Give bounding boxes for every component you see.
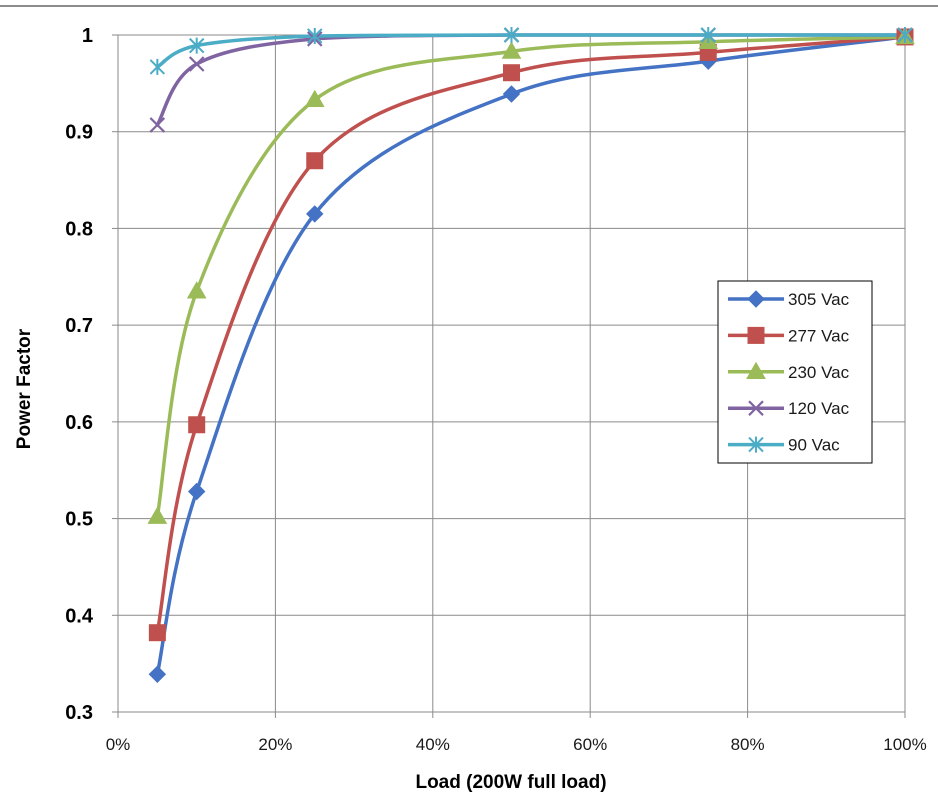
x-tick-label: 60%	[573, 735, 607, 754]
legend-marker	[747, 326, 765, 344]
data-point-marker	[503, 27, 520, 43]
data-point-marker	[147, 506, 168, 524]
x-tick-labels: 0% 20% 40% 60% 80% 100%	[106, 735, 927, 754]
data-point-marker	[149, 58, 166, 75]
x-tick-label: 0%	[106, 735, 131, 754]
y-tick-label: 0.4	[65, 605, 94, 627]
y-axis-title: Power Factor	[14, 328, 35, 449]
series-line-4	[155, 33, 907, 69]
data-point-marker	[188, 37, 205, 54]
data-point-marker	[188, 416, 206, 434]
y-tick-label: 1	[82, 25, 93, 47]
y-tick-label: 0.6	[65, 412, 93, 434]
data-point-marker	[503, 64, 520, 82]
legend-label: 90 Vac	[788, 436, 840, 455]
data-point-marker	[188, 56, 205, 72]
legend-label: 277 Vac	[788, 326, 850, 345]
legend-label: 120 Vac	[788, 399, 850, 418]
x-tick-label: 20%	[258, 735, 292, 754]
legend-label: 230 Vac	[788, 363, 850, 382]
series-line-2	[155, 35, 907, 519]
y-tick-label: 0.7	[65, 315, 93, 337]
y-tick-label: 0.9	[65, 122, 93, 144]
data-point-marker	[306, 152, 324, 170]
data-point-marker	[186, 281, 207, 299]
x-tick-label: 40%	[416, 735, 450, 754]
x-axis-title: Load (200W full load)	[415, 772, 606, 793]
y-tick-label: 0.5	[65, 509, 93, 531]
data-point-marker	[897, 27, 913, 43]
series-markers	[147, 26, 915, 683]
legend-marker	[748, 400, 764, 416]
data-point-marker	[148, 624, 166, 642]
legend-marker	[746, 361, 766, 380]
series-line-1	[155, 35, 907, 635]
x-tick-label: 80%	[731, 735, 765, 754]
y-tick-label: 0.3	[65, 702, 93, 724]
data-point-marker	[149, 117, 166, 133]
data-point-marker	[187, 482, 206, 501]
data-point-marker	[700, 27, 716, 43]
data-point-marker	[502, 85, 521, 103]
data-point-marker	[306, 205, 324, 223]
y-tick-labels: 0.3 0.4 0.5 0.6 0.7 0.8 0.9 1	[65, 25, 94, 724]
data-point-marker	[148, 665, 167, 683]
data-point-marker	[307, 27, 323, 44]
data-point-marker	[304, 89, 325, 108]
y-tick-label: 0.8	[65, 218, 93, 240]
data-point-marker	[501, 41, 522, 59]
legend-label: 305 Vac	[788, 290, 850, 309]
legend-marker	[747, 290, 765, 308]
x-tick-label: 100%	[883, 735, 926, 754]
legend: 305 Vac 277 Vac 230 Vac 120 Vac 90 Vac	[717, 280, 873, 464]
legend-marker	[748, 436, 764, 453]
